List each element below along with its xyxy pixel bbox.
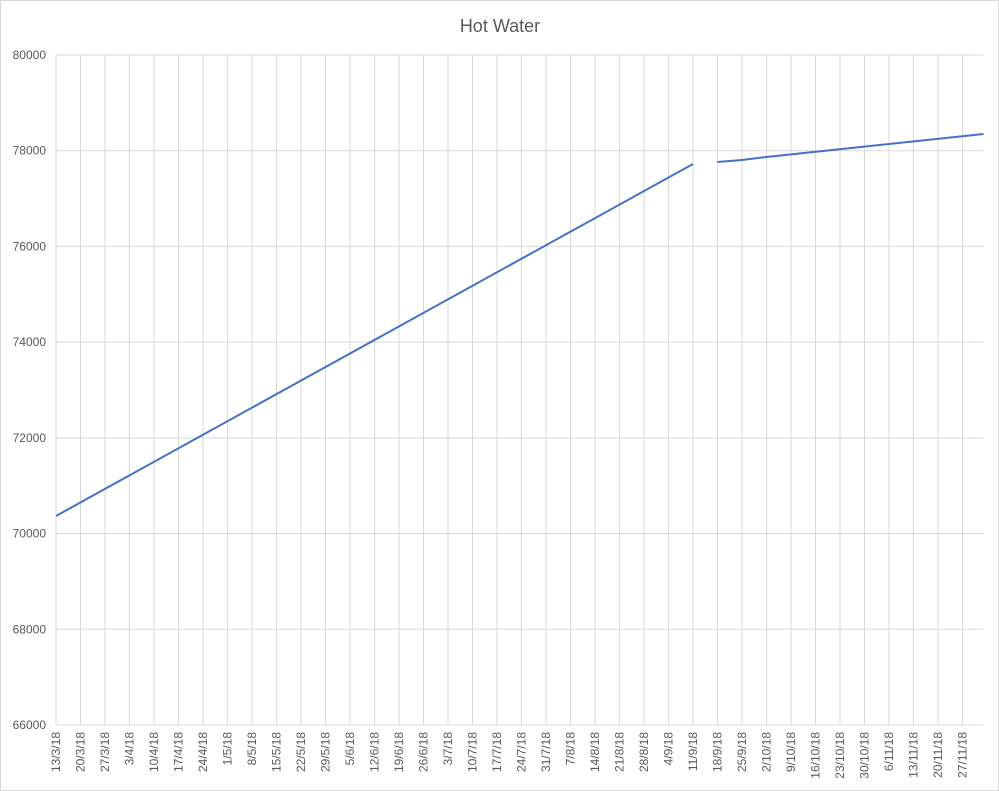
y-tick-label: 72000 (13, 431, 47, 445)
x-tick-label: 22/5/18 (294, 732, 308, 772)
x-tick-label: 2/10/18 (760, 732, 774, 772)
x-tick-label: 12/6/18 (368, 732, 382, 772)
x-tick-label: 20/11/18 (931, 732, 945, 778)
x-tick-label: 27/3/18 (98, 732, 112, 772)
x-tick-label: 3/7/18 (441, 732, 455, 766)
x-tick-label: 13/11/18 (907, 732, 921, 778)
x-tick-label: 8/5/18 (245, 732, 259, 766)
x-tick-label: 17/7/18 (490, 732, 504, 772)
x-tick-label: 4/9/18 (662, 732, 676, 766)
x-tick-label: 17/4/18 (172, 732, 186, 772)
x-tick-label: 7/8/18 (564, 732, 578, 766)
x-tick-label: 20/3/18 (74, 732, 88, 772)
x-tick-label: 6/11/18 (882, 732, 896, 771)
x-tick-label: 28/8/18 (637, 732, 651, 772)
y-tick-label: 68000 (13, 622, 47, 636)
x-tick-label: 24/7/18 (515, 732, 529, 772)
data-line (55, 132, 984, 517)
x-tick-label: 24/4/18 (196, 732, 210, 772)
y-tick-label: 74000 (13, 335, 47, 349)
x-tick-label: 25/9/18 (735, 732, 749, 772)
y-tick-label: 70000 (13, 527, 47, 541)
x-tick-label: 10/4/18 (147, 732, 161, 772)
x-tick-label: 5/6/18 (343, 732, 357, 766)
x-tick-label: 9/10/18 (784, 732, 798, 772)
x-tick-label: 16/10/18 (809, 732, 823, 779)
x-tick-label: 23/10/18 (833, 732, 847, 779)
x-tick-label: 14/8/18 (588, 732, 602, 772)
x-tick-label: 1/5/18 (221, 732, 235, 766)
x-tick-label: 13/3/18 (49, 732, 63, 772)
x-tick-label: 10/7/18 (466, 732, 480, 772)
x-tick-label: 3/4/18 (123, 732, 137, 766)
x-tick-label: 15/5/18 (270, 732, 284, 772)
y-tick-label: 78000 (13, 144, 47, 158)
x-tick-label: 18/9/18 (711, 732, 725, 772)
x-tick-label: 26/6/18 (417, 732, 431, 772)
x-tick-label: 21/8/18 (613, 732, 627, 772)
x-tick-label: 27/11/18 (956, 732, 970, 778)
y-tick-label: 76000 (13, 239, 47, 253)
x-tick-label: 31/7/18 (539, 732, 553, 772)
x-tick-label: 29/5/18 (319, 732, 333, 772)
y-tick-label: 66000 (13, 718, 47, 732)
x-tick-label: 11/9/18 (686, 732, 700, 771)
x-tick-label: 30/10/18 (858, 732, 872, 779)
chart-title: Hot Water (460, 16, 540, 36)
x-tick-label: 19/6/18 (392, 732, 406, 772)
y-tick-label: 80000 (13, 48, 47, 62)
